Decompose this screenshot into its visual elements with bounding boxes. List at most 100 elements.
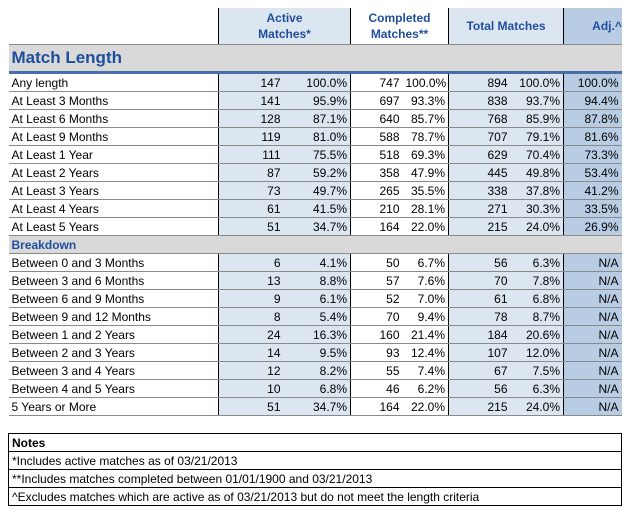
cell: 81.0% xyxy=(283,127,351,146)
cell: 147 xyxy=(218,72,284,92)
cell: 93 xyxy=(350,343,403,362)
cell: 93.3% xyxy=(402,91,449,110)
cell: 8.7% xyxy=(510,307,564,326)
row-label: Between 2 and 3 Years xyxy=(8,343,219,362)
cell: 6.2% xyxy=(402,379,449,398)
cell: 518 xyxy=(350,145,403,164)
cell: 160 xyxy=(350,325,403,344)
cell: 21.4% xyxy=(402,325,449,344)
cell: 588 xyxy=(350,127,403,146)
cell: 6.8% xyxy=(283,379,351,398)
row-label: At Least 3 Months xyxy=(8,91,219,110)
cell: 41.2% xyxy=(563,181,622,200)
notes-title-row: Notes xyxy=(8,433,622,452)
data-row: 5 Years or More 51 34.7% 164 22.0% 215 24.0% N/… xyxy=(8,397,622,416)
row-label: 5 Years or More xyxy=(8,397,219,416)
data-row: At Least 1 Year 111 75.5% 518 69.3% 629 70.4% 7… xyxy=(8,145,622,164)
cell: 70 xyxy=(350,307,403,326)
column-header: Active Matches* xyxy=(218,8,351,45)
cell: N/A xyxy=(563,271,622,290)
cell: 4.1% xyxy=(283,253,351,272)
column-header-text: Completed Matches** xyxy=(368,11,431,41)
cell: 51 xyxy=(218,397,284,416)
cell: 47.9% xyxy=(402,163,449,182)
row-label: Between 4 and 5 Years xyxy=(8,379,219,398)
row-label: Between 6 and 9 Months xyxy=(8,289,219,308)
note-row: **Includes matches completed between 01/… xyxy=(8,469,622,488)
cell: 61 xyxy=(218,199,284,218)
column-header: Completed Matches** xyxy=(350,8,449,45)
section-row: Match Length xyxy=(8,44,622,74)
cell: 164 xyxy=(350,397,403,416)
cell: 7.8% xyxy=(510,271,564,290)
cell: 100.0% xyxy=(510,72,564,92)
cell: N/A xyxy=(563,289,622,308)
notes-title: Notes xyxy=(8,433,622,452)
data-row: Between 1 and 2 Years 24 16.3% 160 21.4% 184 2… xyxy=(8,325,622,344)
cell: 338 xyxy=(448,181,511,200)
cell: 640 xyxy=(350,109,403,128)
cell: 56 xyxy=(448,379,511,398)
cell: 9 xyxy=(218,289,284,308)
note: **Includes matches completed between 01/… xyxy=(8,469,622,488)
cell: 215 xyxy=(448,217,511,236)
cell: 79.1% xyxy=(510,127,564,146)
row-label: At Least 9 Months xyxy=(8,127,219,146)
cell: 37.8% xyxy=(510,181,564,200)
cell: 6.3% xyxy=(510,253,564,272)
row-label: Between 9 and 12 Months xyxy=(8,307,219,326)
cell: 20.6% xyxy=(510,325,564,344)
row-label: Between 1 and 2 Years xyxy=(8,325,219,344)
cell: 6.7% xyxy=(402,253,449,272)
cell: 8.2% xyxy=(283,361,351,380)
cell: 6.8% xyxy=(510,289,564,308)
cell: N/A xyxy=(563,361,622,380)
row-label: Any length xyxy=(8,72,219,92)
column-header-text: Total Matches xyxy=(466,19,546,33)
cell: 6 xyxy=(218,253,284,272)
cell: 358 xyxy=(350,163,403,182)
cell: 107 xyxy=(448,343,511,362)
blank-row xyxy=(8,415,622,434)
cell: 33.5% xyxy=(563,199,622,218)
row-label: At Least 6 Months xyxy=(8,109,219,128)
data-row: At Least 3 Months 141 95.9% 697 93.3% 838 93.7… xyxy=(8,91,622,110)
cell: 24.0% xyxy=(510,217,564,236)
cell: 5.4% xyxy=(283,307,351,326)
cell: 12.4% xyxy=(402,343,449,362)
cell: 87.1% xyxy=(283,109,351,128)
cell: 14 xyxy=(218,343,284,362)
cell: 7.0% xyxy=(402,289,449,308)
cell: 93.7% xyxy=(510,91,564,110)
cell: 55 xyxy=(350,361,403,380)
cell: 81.6% xyxy=(563,127,622,146)
cell: 141 xyxy=(218,91,284,110)
cell: 73 xyxy=(218,181,284,200)
cell: 78.7% xyxy=(402,127,449,146)
cell: 24 xyxy=(218,325,284,344)
cell: 13 xyxy=(218,271,284,290)
cell: N/A xyxy=(563,325,622,344)
cell: N/A xyxy=(563,343,622,362)
data-row: Between 4 and 5 Years 10 6.8% 46 6.2% 56 6.3% N… xyxy=(8,379,622,398)
cell: 94.4% xyxy=(563,91,622,110)
cell: 95.9% xyxy=(283,91,351,110)
cell: 24.0% xyxy=(510,397,564,416)
cell: 6.1% xyxy=(283,289,351,308)
note: ^Excludes matches which are active as of… xyxy=(8,487,622,506)
data-row: At Least 4 Years 61 41.5% 210 28.1% 271 30.3% 3… xyxy=(8,199,622,218)
cell: 46 xyxy=(350,379,403,398)
cell: 111 xyxy=(218,145,284,164)
data-row: At Least 3 Years 73 49.7% 265 35.5% 338 37.8% 4… xyxy=(8,181,622,200)
cell: 128 xyxy=(218,109,284,128)
cell: 445 xyxy=(448,163,511,182)
cell: 9.5% xyxy=(283,343,351,362)
cell: 184 xyxy=(448,325,511,344)
cell: 22.0% xyxy=(402,217,449,236)
cell: 100.0% xyxy=(283,72,351,92)
header-blank xyxy=(8,8,219,45)
cell: 768 xyxy=(448,109,511,128)
cell: 215 xyxy=(448,397,511,416)
cell: 51 xyxy=(218,217,284,236)
